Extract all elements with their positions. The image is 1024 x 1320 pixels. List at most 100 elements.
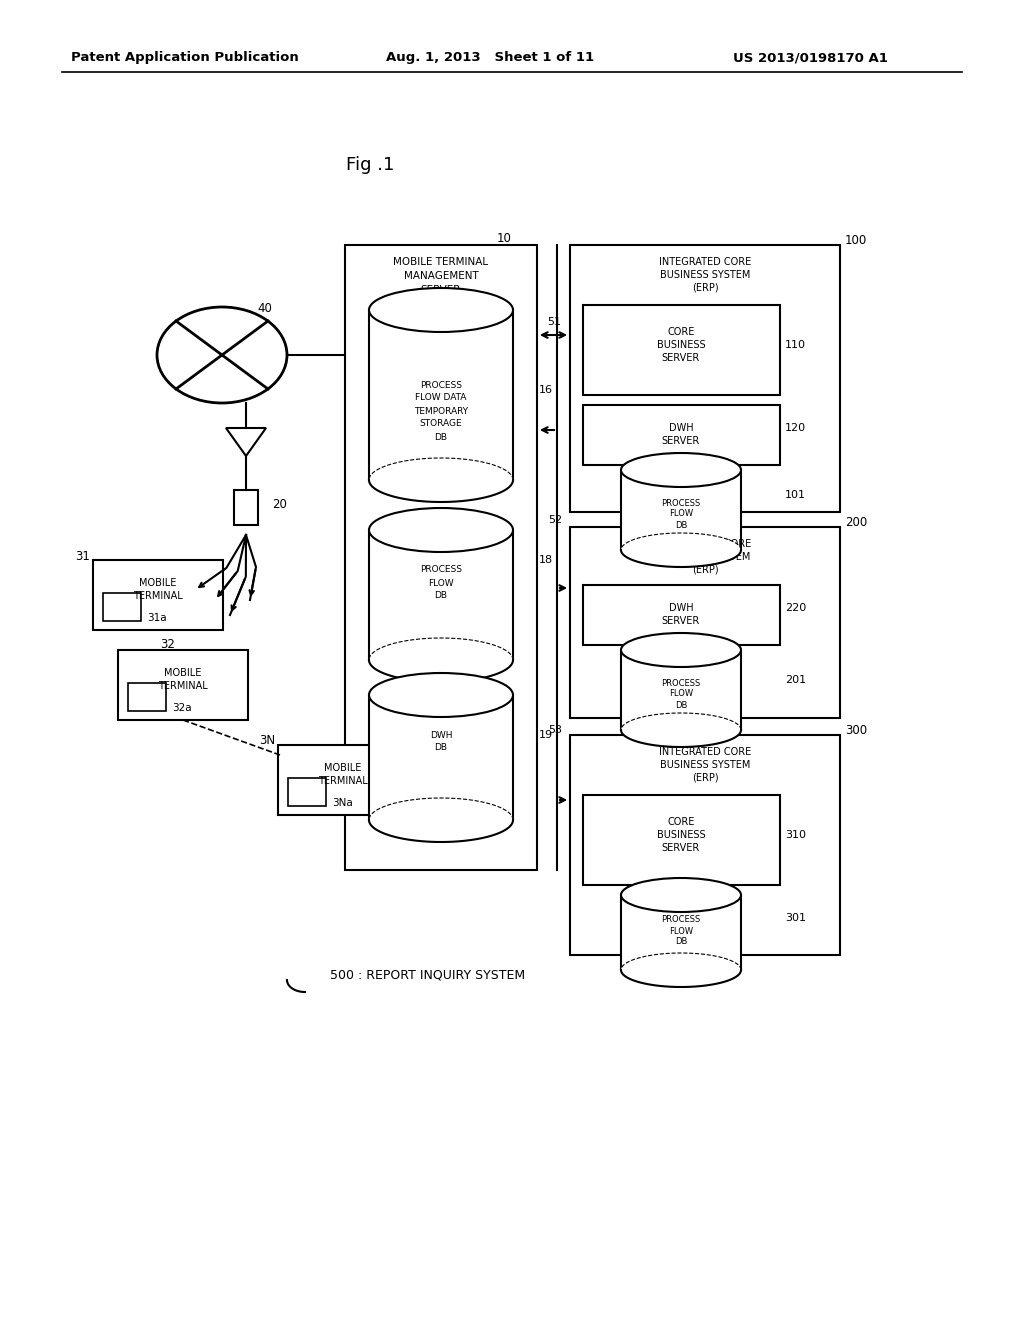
Text: PROCESS: PROCESS [420,380,462,389]
Bar [118,649,248,719]
Bar [278,744,408,814]
Bar [369,310,513,480]
Text: DB: DB [675,520,687,529]
Text: Patent Application Publication: Patent Application Publication [71,51,299,65]
Text: Aug. 1, 2013   Sheet 1 of 11: Aug. 1, 2013 Sheet 1 of 11 [386,51,594,65]
Text: 31: 31 [75,549,90,562]
Text: 53: 53 [548,725,562,735]
Text: TERMINAL: TERMINAL [158,681,208,690]
Text: 201: 201 [785,675,806,685]
Bar [369,531,513,660]
Bar [103,593,141,620]
Bar [583,795,780,884]
Text: 200: 200 [845,516,867,528]
Text: INTEGRATED CORE: INTEGRATED CORE [658,747,752,756]
Text: FLOW: FLOW [669,510,693,519]
Text: 52: 52 [548,515,562,525]
Ellipse shape [621,713,741,747]
Bar [345,246,537,870]
Text: 51: 51 [547,317,561,327]
Text: (ERP): (ERP) [691,774,718,783]
Text: 500 : REPORT INQUIRY SYSTEM: 500 : REPORT INQUIRY SYSTEM [330,969,525,982]
Ellipse shape [369,458,513,502]
Text: 32: 32 [160,638,175,651]
Ellipse shape [369,508,513,552]
Text: 19: 19 [539,730,553,741]
Text: 32a: 32a [172,704,191,713]
Text: TERMINAL: TERMINAL [318,776,368,785]
Text: TERMINAL: TERMINAL [133,591,183,601]
Text: 3N: 3N [259,734,275,747]
Ellipse shape [621,634,741,667]
Text: TEMPORARY: TEMPORARY [414,407,468,416]
Text: MOBILE: MOBILE [139,578,177,587]
Ellipse shape [621,533,741,568]
Text: 220: 220 [785,603,806,612]
Text: PROCESS: PROCESS [662,916,700,924]
Text: BUSINESS SYSTEM: BUSINESS SYSTEM [659,760,751,770]
Text: DB: DB [434,591,447,601]
Text: 20: 20 [272,499,287,511]
Polygon shape [226,428,266,455]
Bar [583,585,780,645]
Text: CORE: CORE [668,327,694,337]
Text: BUSINESS SYSTEM: BUSINESS SYSTEM [659,552,751,562]
Text: BUSINESS SYSTEM: BUSINESS SYSTEM [659,271,751,280]
Bar [621,895,741,970]
Text: 16: 16 [539,385,553,395]
Text: 18: 18 [539,554,553,565]
Bar [583,305,780,395]
Text: 101: 101 [785,490,806,500]
Text: DB: DB [675,701,687,710]
Text: MOBILE: MOBILE [325,763,361,774]
Text: 10: 10 [497,231,512,244]
Bar [583,405,780,465]
Text: 120: 120 [785,422,806,433]
Text: PROCESS: PROCESS [420,565,462,574]
Text: FLOW: FLOW [428,578,454,587]
Text: DB: DB [675,937,687,946]
Bar [621,649,741,730]
Bar [570,527,840,718]
Text: 300: 300 [845,723,867,737]
Bar [93,560,223,630]
Text: 310: 310 [785,830,806,840]
Ellipse shape [369,638,513,682]
Text: SERVER: SERVER [662,843,700,853]
Ellipse shape [157,308,287,403]
Text: 40: 40 [257,301,272,314]
Bar [369,696,513,820]
Text: (ERP): (ERP) [691,565,718,576]
Text: 100: 100 [845,234,867,247]
Text: DB: DB [434,743,447,752]
Ellipse shape [369,799,513,842]
Text: DWH: DWH [669,422,693,433]
Text: CORE: CORE [668,817,694,828]
Text: FLOW: FLOW [669,927,693,936]
Text: MOBILE: MOBILE [164,668,202,678]
Text: MANAGEMENT: MANAGEMENT [403,271,478,281]
Text: Fig .1: Fig .1 [346,156,394,174]
Ellipse shape [621,453,741,487]
Bar [570,246,840,512]
Bar [234,490,258,525]
Text: MOBILE TERMINAL: MOBILE TERMINAL [393,257,488,267]
Ellipse shape [621,878,741,912]
Ellipse shape [369,288,513,333]
Bar [621,470,741,550]
Text: PROCESS: PROCESS [662,678,700,688]
Text: BUSINESS: BUSINESS [656,830,706,840]
Bar [288,777,326,807]
Text: 3Na: 3Na [332,799,352,808]
Text: STORAGE: STORAGE [420,420,462,429]
Ellipse shape [621,953,741,987]
Text: FLOW DATA: FLOW DATA [416,393,467,403]
Text: DWH: DWH [430,730,453,739]
Text: BUSINESS: BUSINESS [656,341,706,350]
Text: PROCESS: PROCESS [662,499,700,507]
Bar [570,735,840,954]
Text: (ERP): (ERP) [691,282,718,293]
Text: DB: DB [434,433,447,441]
Text: SERVER: SERVER [662,352,700,363]
Text: INTEGRATED CORE: INTEGRATED CORE [658,539,752,549]
